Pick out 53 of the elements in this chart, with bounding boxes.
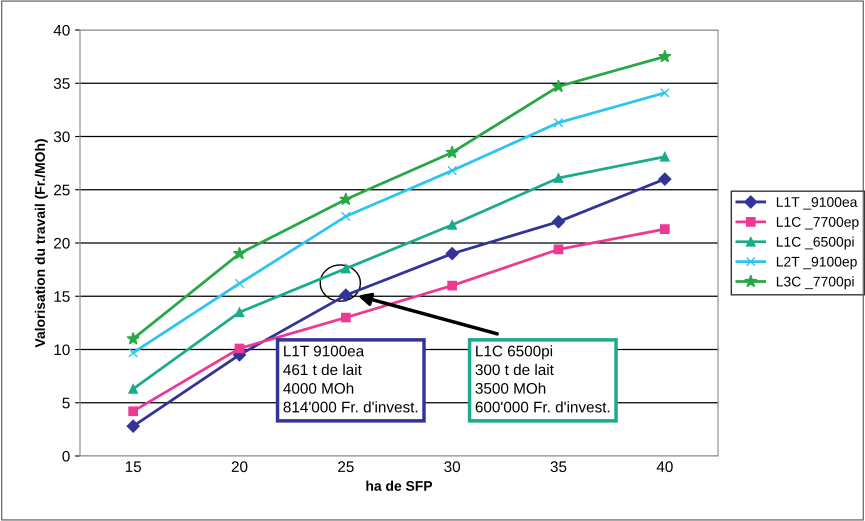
point [126, 420, 140, 433]
y-tick-label: 40 [54, 24, 70, 36]
point [446, 146, 459, 158]
point [660, 152, 670, 162]
point [552, 215, 566, 228]
point [340, 212, 351, 222]
annotation: L1C 6500pi 300 t de lait 3500 MOh 600'000 Fr. d'invest. [476, 345, 610, 412]
point [660, 224, 670, 234]
point [234, 307, 244, 318]
annotation: L1T 9100ea 461 t de lait 4000 MOh 814'000 Fr. d'invest. [283, 346, 418, 412]
point [126, 332, 140, 345]
x-tick-label: 15 [126, 461, 142, 472]
point [447, 220, 458, 230]
point [234, 344, 244, 354]
legend-label: L2T _9100ep [776, 256, 857, 270]
y-tick-label: 10 [54, 344, 70, 356]
point [128, 348, 138, 358]
point [447, 280, 458, 290]
x-tick-label: 30 [444, 461, 460, 472]
legend-label: L1T _9100ea [776, 197, 858, 210]
y-tick-label: 15 [54, 291, 70, 302]
x-axis-title: ha de SFP [366, 480, 432, 491]
y-tick-label: 25 [54, 184, 70, 196]
y-axis-title: Valorisation du travail (Fr./MOh) [34, 139, 48, 348]
point [340, 312, 351, 322]
point [340, 264, 351, 274]
legend-label: L3C _7700pi [776, 276, 854, 290]
point [554, 173, 564, 183]
point [128, 406, 138, 416]
point [552, 80, 566, 92]
point [554, 118, 564, 128]
x-tick-label: 25 [338, 461, 354, 472]
point [234, 278, 244, 288]
legend-label: L1C _6500pi [776, 236, 854, 250]
point [554, 244, 564, 254]
point [658, 172, 672, 186]
point [447, 166, 458, 176]
y-tick-label: 35 [54, 78, 70, 89]
y-tick-label: 30 [54, 131, 70, 142]
point [446, 247, 459, 260]
point [660, 88, 670, 98]
x-tick-label: 20 [232, 461, 248, 472]
x-tick-label: 35 [550, 461, 566, 472]
y-tick-label: 20 [54, 238, 70, 249]
point [128, 384, 138, 394]
point [339, 288, 352, 302]
x-tick-label: 40 [656, 461, 673, 472]
legend-label: L1C _7700ep [776, 217, 859, 230]
y-tick-label: 0 [62, 450, 70, 462]
y-tick-label: 5 [62, 398, 70, 408]
point [658, 50, 672, 62]
point [232, 246, 246, 260]
point [339, 192, 352, 206]
